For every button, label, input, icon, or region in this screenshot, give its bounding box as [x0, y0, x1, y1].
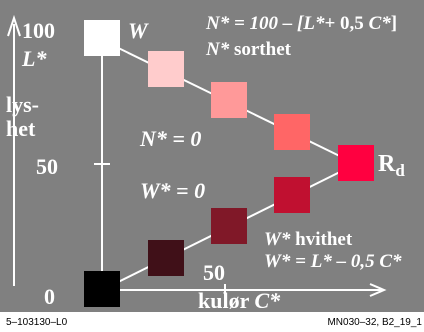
n-formula: N* = 100 – [L*+ 0,5 C*] — [206, 14, 397, 33]
n-formula-end: ] — [390, 13, 398, 34]
w-title: W* hvithet — [264, 230, 352, 249]
y-tick-0: 0 — [44, 284, 55, 309]
n-title: N* sorthet — [206, 40, 291, 59]
y-tick-50: 50 — [36, 154, 58, 179]
n-zero-label: N* = 0 — [140, 126, 202, 151]
y-tick-100: 100 — [22, 18, 55, 43]
x-axis-title: kulør C* — [198, 290, 280, 312]
swatch-tint-1 — [148, 51, 184, 87]
n-formula-mid: + 0,5 — [324, 13, 364, 34]
w-title-word: hvithet — [295, 229, 353, 250]
w-formula: W* = L* – 0,5 C* — [264, 251, 402, 272]
y-axis-arrow — [7, 14, 21, 37]
y-axis-name-line1: lys- — [6, 92, 39, 117]
x-axis-name: kulør — [198, 288, 249, 313]
x-axis-symbol: C* — [254, 288, 281, 313]
white-label: W — [128, 18, 148, 43]
n-formula-left: N* = 100 – [ — [206, 13, 304, 34]
swatch-shade-2 — [211, 208, 247, 244]
y-axis-symbol: L* — [22, 46, 47, 71]
swatch-red-rd — [338, 145, 374, 181]
swatch-tint-2 — [211, 82, 247, 118]
n-formula-c: C* — [368, 13, 391, 34]
swatch-white — [84, 20, 120, 56]
swatch-tint-3 — [274, 114, 310, 150]
rd-main: R — [378, 151, 396, 177]
swatch-black — [84, 271, 120, 307]
n-formula-l: L* — [303, 13, 325, 34]
n-title-symbol: N* — [206, 39, 230, 60]
footer-left: 5–103130–L0 — [6, 317, 68, 328]
n-title-word: sorthet — [233, 39, 291, 60]
w-title-symbol: W* — [264, 229, 291, 250]
rd-sub: d — [395, 161, 405, 180]
footer-right: MN030–32, B2_19_1 — [327, 317, 422, 328]
rd-label: Rd — [378, 151, 405, 179]
w-zero-label: W* = 0 — [140, 178, 206, 203]
y-axis-name-line2: het — [6, 116, 36, 141]
swatch-shade-1 — [148, 240, 184, 276]
swatch-shade-3 — [274, 177, 310, 213]
x-tick-50: 50 — [203, 260, 225, 285]
x-axis-arrow — [369, 283, 387, 297]
